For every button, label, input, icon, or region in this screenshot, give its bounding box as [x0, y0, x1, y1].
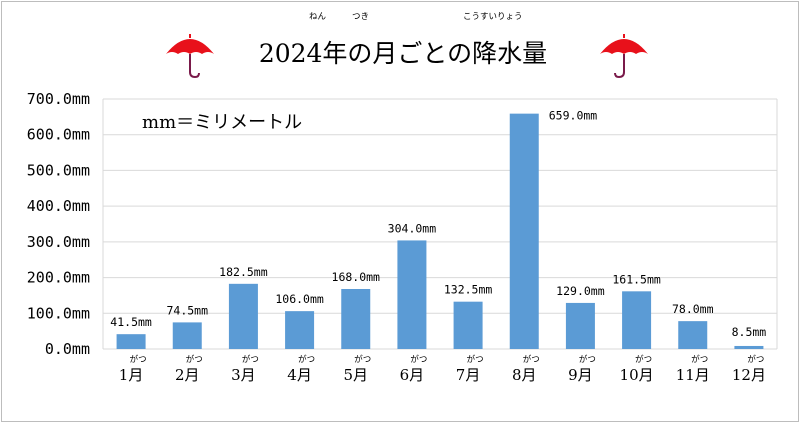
x-tick-label-4: 4月 — [287, 366, 312, 384]
precipitation-chart: ねん つき こうすいりょう 2024年の月ごとの降水量 mm＝ミリメートル 0.… — [27, 12, 778, 384]
bar-9 — [565, 302, 595, 349]
x-ruby-label: がつ — [691, 354, 708, 365]
data-label-3: 182.5mm — [219, 265, 268, 279]
x-ruby-label: がつ — [635, 354, 652, 365]
title-ruby-tsuki: つき — [352, 12, 369, 22]
data-label-8: 659.0mm — [549, 109, 598, 123]
data-label-10: 161.5mm — [612, 272, 661, 286]
x-ruby-label: がつ — [410, 354, 427, 365]
data-label-9: 129.0mm — [556, 284, 605, 298]
x-tick-label-12: 12月 — [732, 366, 766, 384]
data-label-7: 132.5mm — [444, 283, 493, 297]
x-ruby-label: がつ — [242, 354, 259, 365]
bar-10 — [622, 291, 652, 349]
x-tick-label-9: 9月 — [568, 366, 593, 384]
x-tick-label-3: 3月 — [231, 366, 256, 384]
y-tick-label: 100.0mm — [27, 304, 90, 322]
umbrella-icon-left — [166, 34, 214, 79]
data-label-11: 78.0mm — [672, 302, 714, 316]
data-label-4: 106.0mm — [275, 292, 324, 306]
x-ruby-label: がつ — [354, 354, 371, 365]
x-tick-label-1: 1月 — [119, 366, 144, 384]
bar-5 — [341, 289, 371, 349]
title-ruby-nen: ねん — [309, 12, 327, 22]
bar-1 — [116, 334, 146, 349]
bar-8 — [509, 113, 539, 350]
bar-6 — [397, 240, 427, 349]
x-tick-label-2: 2月 — [175, 366, 200, 384]
x-tick-label-10: 10月 — [620, 366, 654, 384]
y-tick-label: 200.0mm — [27, 269, 90, 287]
y-tick-label: 500.0mm — [27, 161, 90, 179]
data-label-12: 8.5mm — [732, 325, 767, 339]
x-tick-label-6: 6月 — [400, 366, 425, 384]
x-ruby-label: がつ — [298, 354, 315, 365]
x-ruby-label: がつ — [579, 354, 596, 365]
data-label-1: 41.5mm — [110, 315, 152, 329]
data-label-5: 168.0mm — [332, 270, 381, 284]
x-ruby-label: がつ — [467, 354, 484, 365]
bar-2 — [172, 322, 202, 349]
bar-7 — [453, 301, 483, 349]
umbrella-icon-right — [600, 34, 648, 79]
y-tick-label: 700.0mm — [27, 90, 90, 108]
x-ruby-label: がつ — [130, 354, 147, 365]
x-tick-label-8: 8月 — [512, 366, 537, 384]
y-tick-label: 400.0mm — [27, 197, 90, 215]
chart-title: 2024年の月ごとの降水量 — [259, 39, 547, 68]
bar-12 — [734, 345, 764, 349]
unit-note: mm＝ミリメートル — [142, 112, 302, 133]
bar-3 — [228, 283, 258, 349]
x-ruby-label: がつ — [186, 354, 203, 365]
x-ruby-label: がつ — [523, 354, 540, 365]
y-tick-label: 600.0mm — [27, 126, 90, 144]
data-label-2: 74.5mm — [166, 303, 208, 317]
y-tick-label: 300.0mm — [27, 233, 90, 251]
data-label-6: 304.0mm — [388, 221, 437, 235]
title-ruby-kousuiryou: こうすいりょう — [463, 12, 523, 22]
x-ruby-label: がつ — [747, 354, 764, 365]
bar-11 — [678, 321, 708, 349]
y-tick-label: 0.0mm — [45, 340, 90, 358]
x-tick-label-7: 7月 — [456, 366, 481, 384]
x-tick-label-5: 5月 — [343, 366, 368, 384]
x-tick-label-11: 11月 — [676, 366, 710, 384]
bar-4 — [285, 311, 315, 349]
